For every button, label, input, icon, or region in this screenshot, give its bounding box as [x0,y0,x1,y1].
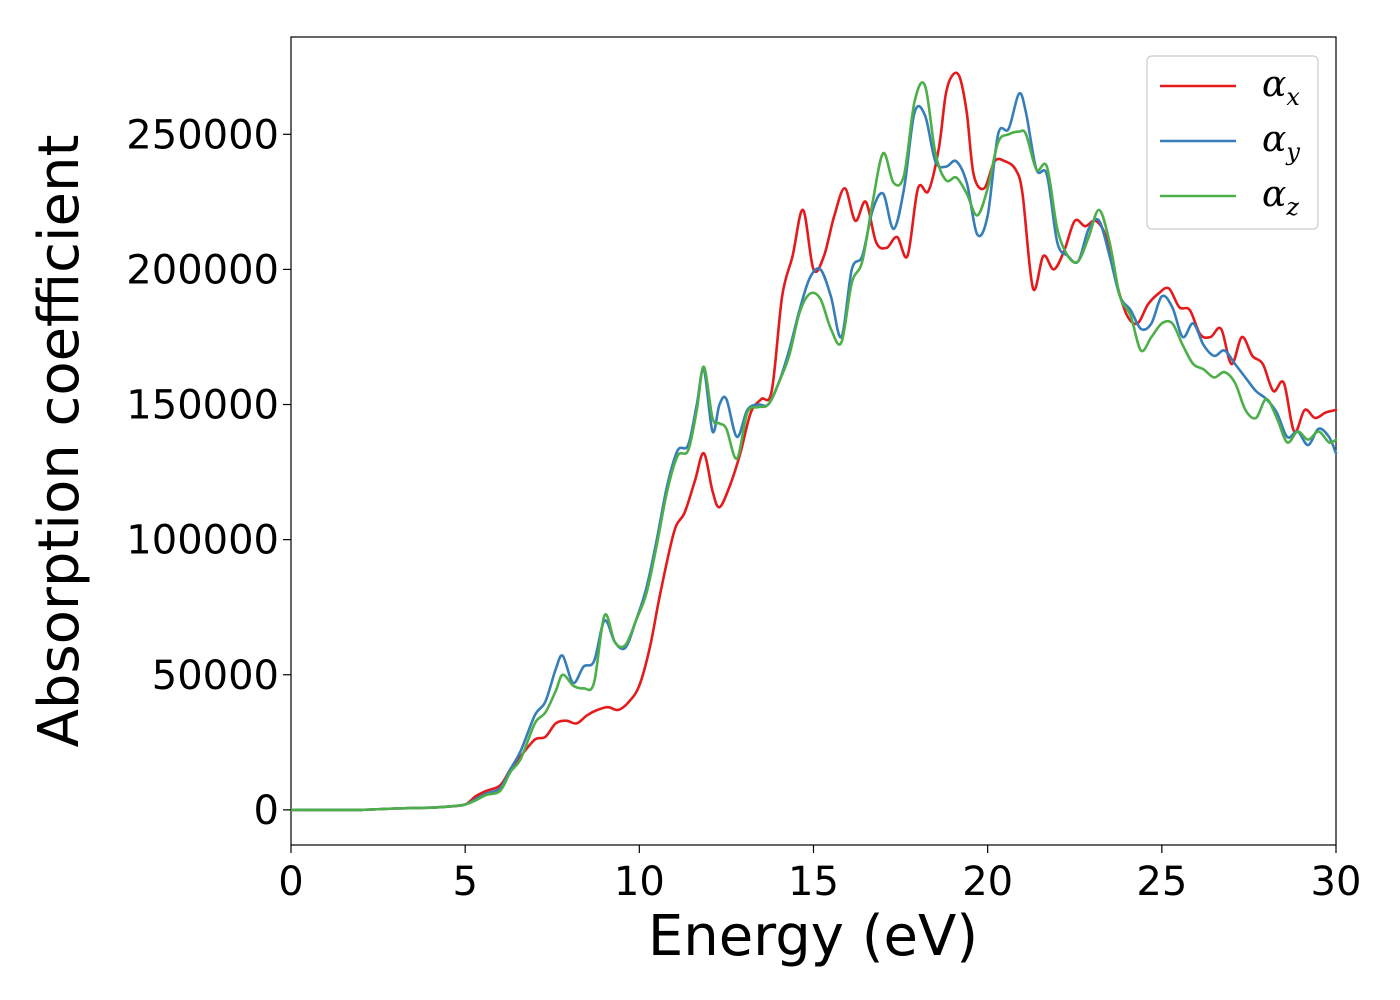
x-tick-label: 15 [788,859,839,905]
x-tick-label: 0 [278,859,303,905]
x-tick-label: 25 [1136,859,1187,905]
legend: αx αy αz [1146,55,1319,230]
y-tick-label: 0 [254,788,279,834]
y-tick-label: 150000 [126,383,279,429]
x-axis-ticks: 0 5 10 15 20 25 30 [278,845,1361,905]
y-axis-ticks: 0 50000 100000 150000 200000 250000 [126,112,291,834]
x-tick-label: 30 [1311,859,1362,905]
y-tick-label: 200000 [126,247,279,293]
y-tick-label: 100000 [126,518,279,564]
x-axis-title: Energy (eV) [648,904,978,969]
legend-entries: αx αy αz [1160,64,1300,221]
legend-label-y: αy [1262,119,1300,166]
series-line-x [289,71,1338,812]
series-line-z [289,81,1338,812]
y-axis-title: Absorption coefficient [27,135,92,748]
series-layer [289,71,1338,812]
x-tick-label: 20 [962,859,1013,905]
legend-label-x: αx [1262,64,1300,111]
x-tick-label: 5 [452,859,477,905]
x-tick-label: 10 [614,859,665,905]
legend-box [1146,55,1319,230]
y-tick-label: 50000 [152,653,279,699]
y-tick-label: 250000 [126,112,279,158]
legend-label-z: αz [1262,174,1299,221]
